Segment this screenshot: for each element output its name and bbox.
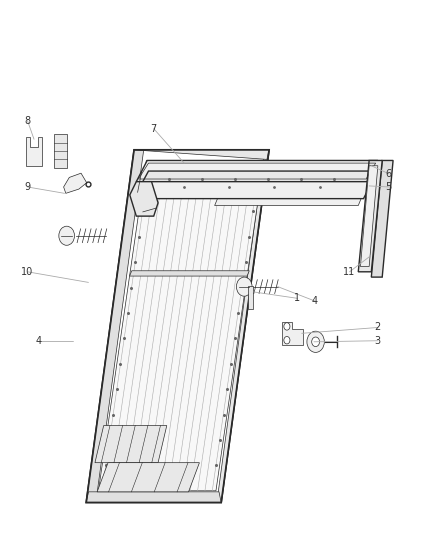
Text: 9: 9 [25, 182, 31, 192]
Text: 11: 11 [343, 267, 356, 277]
Circle shape [307, 331, 324, 352]
Polygon shape [358, 160, 382, 272]
Polygon shape [282, 321, 303, 345]
Polygon shape [99, 160, 264, 491]
Polygon shape [86, 150, 144, 503]
Text: 8: 8 [25, 116, 31, 126]
Polygon shape [360, 166, 378, 266]
Polygon shape [64, 173, 87, 193]
Polygon shape [138, 171, 375, 190]
Polygon shape [215, 190, 365, 206]
Polygon shape [371, 160, 393, 277]
Circle shape [237, 277, 252, 296]
Polygon shape [217, 150, 269, 503]
Polygon shape [26, 136, 42, 166]
Polygon shape [130, 182, 158, 216]
Text: 1: 1 [294, 293, 300, 303]
Text: 4: 4 [35, 336, 42, 346]
Text: 6: 6 [386, 169, 392, 179]
Circle shape [59, 226, 74, 245]
Polygon shape [86, 492, 221, 503]
Polygon shape [86, 150, 269, 503]
Circle shape [284, 336, 290, 344]
Polygon shape [53, 134, 67, 168]
Text: 5: 5 [385, 182, 392, 192]
Polygon shape [95, 425, 167, 463]
Polygon shape [141, 182, 372, 199]
Polygon shape [97, 463, 199, 492]
Circle shape [284, 322, 290, 330]
Text: 3: 3 [375, 336, 381, 346]
Text: 7: 7 [151, 124, 157, 134]
Polygon shape [136, 160, 378, 182]
Text: 4: 4 [312, 296, 318, 306]
Text: 2: 2 [375, 322, 381, 333]
Circle shape [312, 337, 320, 346]
Polygon shape [248, 286, 253, 309]
Polygon shape [134, 150, 269, 159]
Text: 10: 10 [21, 267, 34, 277]
Polygon shape [130, 271, 249, 276]
